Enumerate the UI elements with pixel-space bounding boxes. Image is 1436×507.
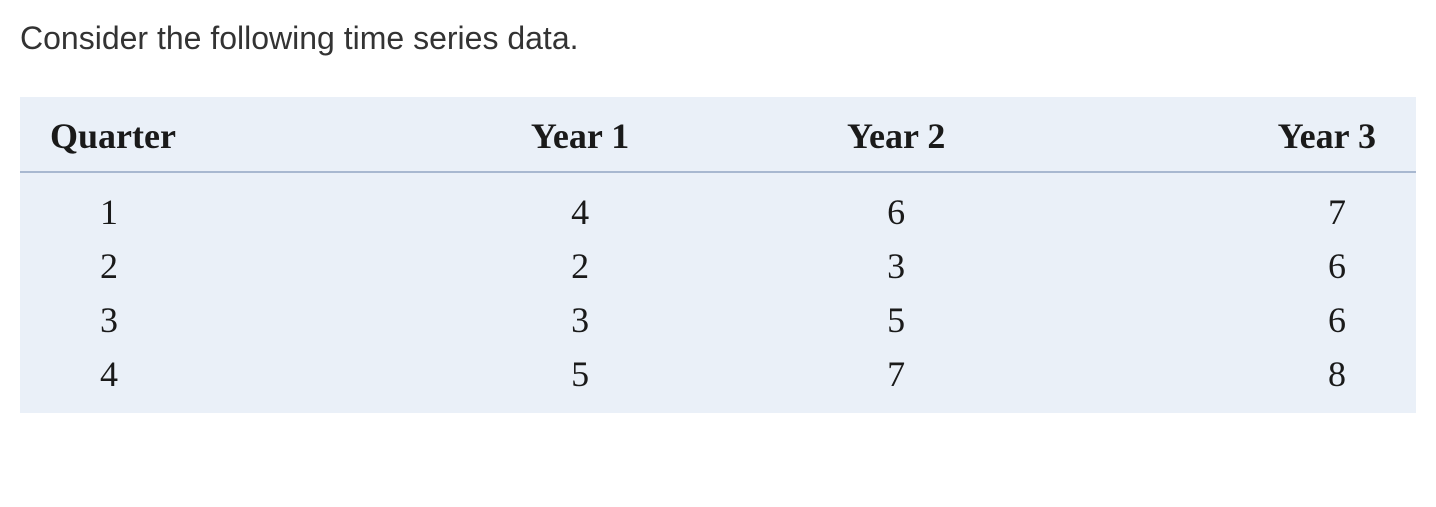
- cell-year1: 2: [422, 239, 738, 293]
- cell-quarter: 4: [20, 347, 422, 413]
- column-header-year1: Year 1: [422, 97, 738, 172]
- cell-year3: 7: [1054, 172, 1416, 239]
- table-header-row: Quarter Year 1 Year 2 Year 3: [20, 97, 1416, 172]
- time-series-table: Quarter Year 1 Year 2 Year 3 1 4 6 7 2 2…: [20, 97, 1416, 413]
- cell-year1: 3: [422, 293, 738, 347]
- table-row: 4 5 7 8: [20, 347, 1416, 413]
- column-header-quarter: Quarter: [20, 97, 422, 172]
- cell-quarter: 2: [20, 239, 422, 293]
- column-header-year2: Year 2: [738, 97, 1054, 172]
- table-row: 1 4 6 7: [20, 172, 1416, 239]
- cell-quarter: 1: [20, 172, 422, 239]
- cell-year3: 6: [1054, 239, 1416, 293]
- table-row: 3 3 5 6: [20, 293, 1416, 347]
- intro-text: Consider the following time series data.: [20, 20, 1416, 57]
- cell-quarter: 3: [20, 293, 422, 347]
- table-row: 2 2 3 6: [20, 239, 1416, 293]
- cell-year2: 7: [738, 347, 1054, 413]
- cell-year1: 5: [422, 347, 738, 413]
- cell-year2: 3: [738, 239, 1054, 293]
- cell-year2: 5: [738, 293, 1054, 347]
- column-header-year3: Year 3: [1054, 97, 1416, 172]
- cell-year1: 4: [422, 172, 738, 239]
- cell-year3: 6: [1054, 293, 1416, 347]
- cell-year2: 6: [738, 172, 1054, 239]
- cell-year3: 8: [1054, 347, 1416, 413]
